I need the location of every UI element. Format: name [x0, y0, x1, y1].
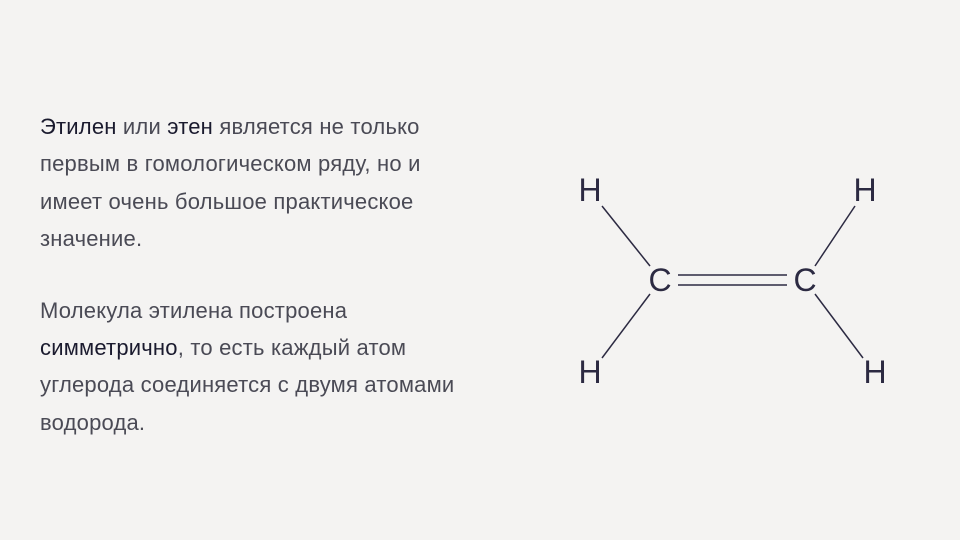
atom-H4: H [863, 356, 886, 388]
emph-ethylene: Этилен [40, 114, 117, 139]
atom-H1: H [578, 174, 601, 206]
atom-H3: H [853, 174, 876, 206]
bond-single [815, 206, 855, 266]
atom-H2: H [578, 356, 601, 388]
p1-t1: или [117, 114, 168, 139]
molecule-diagram: C C H H H H [530, 140, 930, 420]
bond-single [815, 294, 863, 358]
paragraph-1: Этилен или этен является не только первы… [40, 108, 480, 258]
p2-t1: Молекула этилена построена [40, 298, 347, 323]
emph-symmetric: симметрично [40, 335, 178, 360]
emph-ethene: этен [167, 114, 213, 139]
atom-C2: C [793, 264, 816, 296]
bond-single [602, 294, 650, 358]
atom-C1: C [648, 264, 671, 296]
bond-single [602, 206, 650, 266]
paragraph-2: Молекула этилена построена симметрично, … [40, 292, 480, 442]
text-column: Этилен или этен является не только первы… [0, 0, 480, 540]
